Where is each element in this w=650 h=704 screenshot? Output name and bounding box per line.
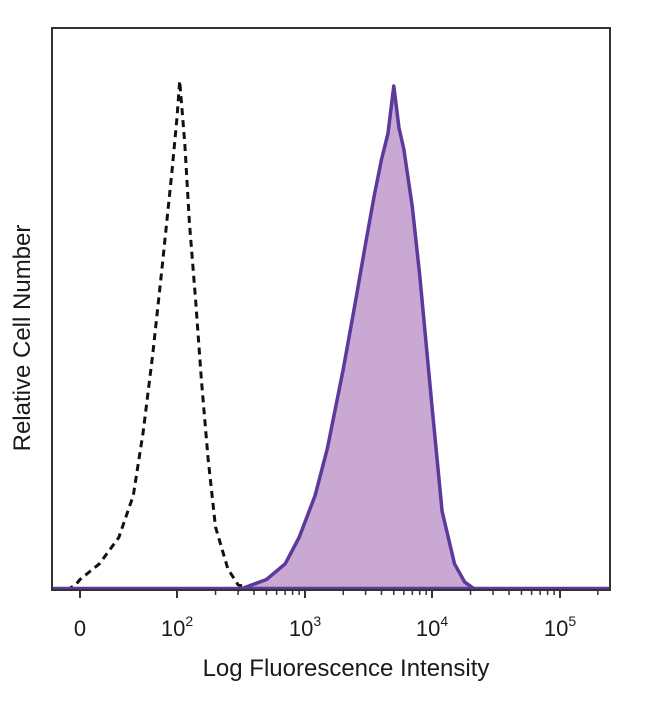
x-tick-label: 103 — [289, 613, 321, 641]
series-1-line — [237, 84, 477, 592]
series-0-line — [66, 79, 255, 592]
x-tick-label: 105 — [544, 613, 576, 641]
series-1-area — [238, 86, 476, 590]
x-tick-label: 102 — [161, 613, 193, 641]
y-axis-title: Relative Cell Number — [9, 225, 36, 452]
plot-frame — [51, 27, 611, 591]
x-axis-title: Log Fluorescence Intensity — [203, 655, 490, 682]
x-axis-ticks: 0 102 103 104 105 — [74, 590, 599, 641]
plot-area — [52, 79, 610, 592]
x-tick-label: 104 — [416, 613, 448, 641]
x-tick-label: 0 — [74, 616, 86, 641]
